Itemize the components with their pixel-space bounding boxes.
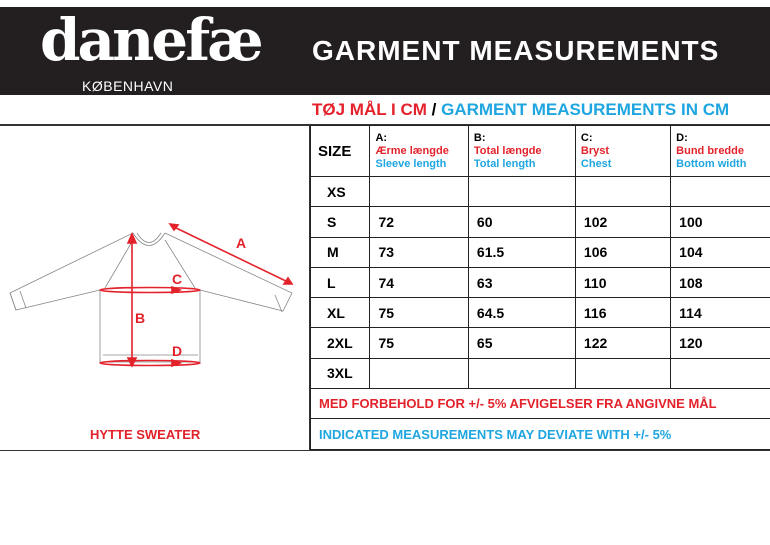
- col-danish: Bund bredde: [676, 144, 744, 157]
- col-danish: Total længde: [473, 144, 542, 157]
- measurement-cell: [467, 175, 576, 208]
- size-cell: L: [309, 266, 371, 299]
- product-name: HYTTE SWEATER: [90, 427, 201, 442]
- measurement-cell: [467, 357, 576, 390]
- measurement-cell: [369, 175, 469, 208]
- size-cell: M: [309, 236, 371, 268]
- measurement-cell: [369, 357, 469, 390]
- measurement-cell: 75: [369, 297, 469, 329]
- label-b: B: [135, 310, 145, 326]
- note-english: INDICATED MEASUREMENTS MAY DEVIATE WITH …: [310, 418, 770, 450]
- table-header-row: SIZE A: Ærme længde Sleeve length B: Total …: [309, 125, 770, 177]
- measurement-cell: 116: [574, 297, 672, 329]
- table-row: 2XL 75 65 122 120: [309, 327, 770, 359]
- subtitle-danish: TØJ MÅL I CM: [312, 100, 427, 119]
- col-english: Total length: [473, 157, 536, 170]
- measurement-cell: 102: [574, 206, 672, 238]
- measurement-cell: 64.5: [467, 297, 576, 329]
- measurement-cell: 72: [369, 206, 469, 238]
- measurement-cell: 122: [574, 327, 672, 359]
- subtitle: TØJ MÅL I CM / GARMENT MEASUREMENTS IN C…: [312, 100, 729, 120]
- brand-city: KØBENHAVN: [82, 78, 174, 94]
- measurement-cell: 61.5: [467, 236, 576, 268]
- col-danish: Ærme længde: [375, 144, 449, 157]
- subtitle-english: GARMENT MEASUREMENTS IN CM: [441, 100, 730, 119]
- size-cell: 2XL: [309, 327, 371, 359]
- column-header-a: A: Ærme længde Sleeve length: [369, 125, 469, 177]
- label-d: D: [172, 343, 182, 359]
- subtitle-separator: /: [426, 100, 442, 119]
- measurement-cell: 100: [670, 206, 770, 238]
- size-cell: XS: [309, 175, 371, 208]
- label-a: A: [236, 235, 246, 251]
- table-row: XS: [309, 175, 770, 208]
- divider: [0, 450, 770, 451]
- col-letter: C:: [580, 131, 593, 144]
- col-english: Bottom width: [676, 157, 747, 170]
- measurement-cell: 120: [670, 327, 770, 359]
- page-title: GARMENT MEASUREMENTS: [312, 35, 720, 66]
- col-english: Chest: [580, 157, 612, 170]
- measurement-cell: 60: [467, 206, 576, 238]
- size-table: SIZE A: Ærme længde Sleeve length B: Total …: [309, 125, 770, 450]
- size-cell: 3XL: [309, 357, 371, 390]
- table-row: XL 75 64.5 116 114: [309, 297, 770, 329]
- column-header-c: C: Bryst Chest: [574, 125, 672, 177]
- measurement-cell: [670, 357, 770, 390]
- table-row: S 72 60 102 100: [309, 206, 770, 238]
- col-letter: A:: [375, 131, 388, 144]
- measurement-cell: [574, 357, 672, 390]
- col-english: Sleeve length: [375, 157, 447, 170]
- measurement-cell: 104: [670, 236, 770, 268]
- col-letter: B:: [473, 131, 486, 144]
- note-row: MED FORBEHOLD FOR +/- 5% AFVIGELSER FRA …: [310, 388, 770, 420]
- table-row: M 73 61.5 106 104: [309, 236, 770, 268]
- note-row: INDICATED MEASUREMENTS MAY DEVIATE WITH …: [310, 418, 770, 450]
- size-cell: S: [309, 206, 371, 238]
- measurement-cell: [574, 175, 672, 208]
- column-header-b: B: Total længde Total length: [467, 125, 576, 177]
- measurement-cell: 75: [369, 327, 469, 359]
- measurement-cell: 110: [574, 266, 672, 299]
- size-header: SIZE: [309, 125, 371, 177]
- sweater-diagram: A B C D: [9, 222, 294, 368]
- table-row: 3XL: [309, 357, 770, 390]
- measurement-cell: 65: [467, 327, 576, 359]
- header-banner: danefæ KØBENHAVN GARMENT MEASUREMENTS: [0, 7, 770, 95]
- measurement-cell: [670, 175, 770, 208]
- measurement-cell: 114: [670, 297, 770, 329]
- table-row: L 74 63 110 108: [309, 266, 770, 299]
- measurement-cell: 73: [369, 236, 469, 268]
- brand-logo: danefæ: [40, 6, 264, 74]
- col-danish: Bryst: [580, 144, 610, 157]
- measurement-cell: 74: [369, 266, 469, 299]
- measurement-cell: 108: [670, 266, 770, 299]
- size-cell: XL: [309, 297, 371, 329]
- measurement-cell: 106: [574, 236, 672, 268]
- col-letter: D:: [676, 131, 688, 144]
- column-header-d: D: Bund bredde Bottom width: [670, 125, 770, 177]
- measurement-cell: 63: [467, 266, 576, 299]
- note-danish: MED FORBEHOLD FOR +/- 5% AFVIGELSER FRA …: [310, 388, 770, 420]
- label-c: C: [172, 271, 182, 287]
